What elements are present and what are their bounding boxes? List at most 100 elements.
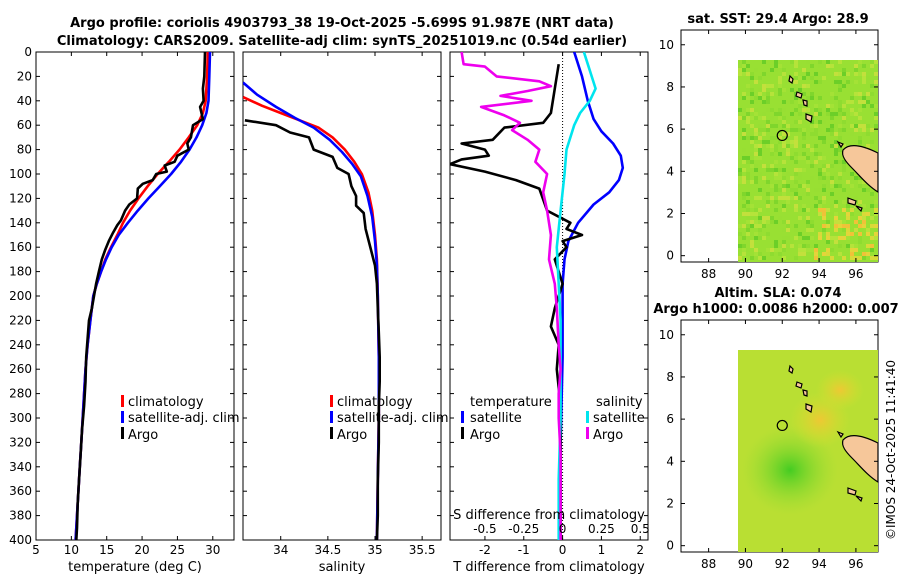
sst-cell bbox=[866, 144, 870, 148]
sst-cell bbox=[850, 244, 854, 248]
sst-cell bbox=[838, 240, 842, 244]
sst-cell bbox=[826, 240, 830, 244]
sst-cell bbox=[874, 140, 878, 144]
sst-cell bbox=[814, 104, 818, 108]
sst-cell bbox=[738, 244, 742, 248]
sst-cell bbox=[834, 172, 838, 176]
sst-cell bbox=[746, 232, 750, 236]
map-x-tick-label: 88 bbox=[701, 267, 716, 281]
sst-cell bbox=[738, 224, 742, 228]
s-tick-label: 0.25 bbox=[588, 522, 615, 536]
sst-cell bbox=[770, 168, 774, 172]
sst-cell bbox=[766, 220, 770, 224]
sst-cell bbox=[826, 184, 830, 188]
sst-cell bbox=[846, 80, 850, 84]
sst-cell bbox=[750, 160, 754, 164]
sst-cell bbox=[842, 68, 846, 72]
sst-cell bbox=[814, 196, 818, 200]
sst-cell bbox=[830, 256, 834, 260]
credit-label: ©IMOS 24-Oct-2025 11:41:40 bbox=[884, 360, 898, 540]
sst-cell bbox=[786, 132, 790, 136]
sst-cell bbox=[774, 240, 778, 244]
legend-label-argo: Argo bbox=[128, 428, 158, 443]
sst-cell bbox=[782, 124, 786, 128]
sst-cell bbox=[842, 160, 846, 164]
sst-cell bbox=[870, 140, 874, 144]
sst-cell bbox=[782, 88, 786, 92]
sst-cell bbox=[834, 184, 838, 188]
sst-cell bbox=[754, 236, 758, 240]
sst-cell bbox=[750, 124, 754, 128]
sst-cell bbox=[858, 256, 862, 260]
sst-cell bbox=[778, 80, 782, 84]
sst-cell bbox=[750, 108, 754, 112]
sst-cell bbox=[778, 196, 782, 200]
sst-cell bbox=[810, 132, 814, 136]
sst-cell bbox=[774, 160, 778, 164]
sst-cell bbox=[822, 120, 826, 124]
sst-cell bbox=[766, 208, 770, 212]
sst-cell bbox=[794, 196, 798, 200]
sst-cell bbox=[806, 144, 810, 148]
sst-cell bbox=[810, 232, 814, 236]
sst-cell bbox=[810, 176, 814, 180]
sst-cell bbox=[758, 124, 762, 128]
sst-cell bbox=[806, 180, 810, 184]
sst-cell bbox=[746, 220, 750, 224]
sst-cell bbox=[826, 128, 830, 132]
difference-axes-frame bbox=[449, 51, 649, 541]
sst-map-title: sat. SST: 29.4 Argo: 28.9 bbox=[687, 12, 868, 27]
series-line-argo bbox=[75, 52, 207, 540]
sst-cell bbox=[750, 164, 754, 168]
sst-cell bbox=[742, 212, 746, 216]
sst-cell bbox=[854, 124, 858, 128]
sst-cell bbox=[838, 224, 842, 228]
sst-cell bbox=[754, 168, 758, 172]
sst-cell bbox=[834, 220, 838, 224]
sst-cell bbox=[834, 212, 838, 216]
map-x-tick-label: 90 bbox=[738, 267, 753, 281]
sst-cell bbox=[818, 172, 822, 176]
sst-cell bbox=[750, 144, 754, 148]
y-tick-label: 360 bbox=[9, 484, 32, 498]
sst-cell bbox=[758, 116, 762, 120]
sst-cell bbox=[830, 164, 834, 168]
sst-cell bbox=[746, 200, 750, 204]
sst-cell bbox=[834, 72, 838, 76]
sst-cell bbox=[786, 228, 790, 232]
sst-cell bbox=[746, 112, 750, 116]
sst-cell bbox=[858, 60, 862, 64]
sst-cell bbox=[838, 176, 842, 180]
sst-cell bbox=[854, 220, 858, 224]
sst-cell bbox=[758, 224, 762, 228]
sst-cell bbox=[850, 232, 854, 236]
sst-cell bbox=[746, 96, 750, 100]
sst-cell bbox=[874, 116, 878, 120]
sst-cell bbox=[794, 204, 798, 208]
sst-cell bbox=[802, 168, 806, 172]
sst-cell bbox=[766, 192, 770, 196]
sst-cell bbox=[746, 120, 750, 124]
sst-cell bbox=[762, 188, 766, 192]
sst-cell bbox=[850, 208, 854, 212]
sst-cell bbox=[786, 156, 790, 160]
sst-cell bbox=[742, 64, 746, 68]
y-tick-label: 260 bbox=[9, 362, 32, 376]
sst-cell bbox=[778, 216, 782, 220]
sst-cell bbox=[834, 100, 838, 104]
sst-cell bbox=[838, 184, 842, 188]
sst-cell bbox=[742, 132, 746, 136]
sst-cell bbox=[862, 252, 866, 256]
sst-cell bbox=[866, 76, 870, 80]
sst-cell bbox=[826, 252, 830, 256]
sst-cell bbox=[758, 232, 762, 236]
sst-cell bbox=[746, 88, 750, 92]
sst-cell bbox=[770, 252, 774, 256]
sst-cell bbox=[870, 128, 874, 132]
sst-cell bbox=[818, 60, 822, 64]
sst-cell bbox=[838, 88, 842, 92]
map-y-tick-label: 10 bbox=[659, 328, 674, 342]
sst-cell bbox=[790, 100, 794, 104]
sst-cell bbox=[758, 144, 762, 148]
sst-cell bbox=[842, 200, 846, 204]
